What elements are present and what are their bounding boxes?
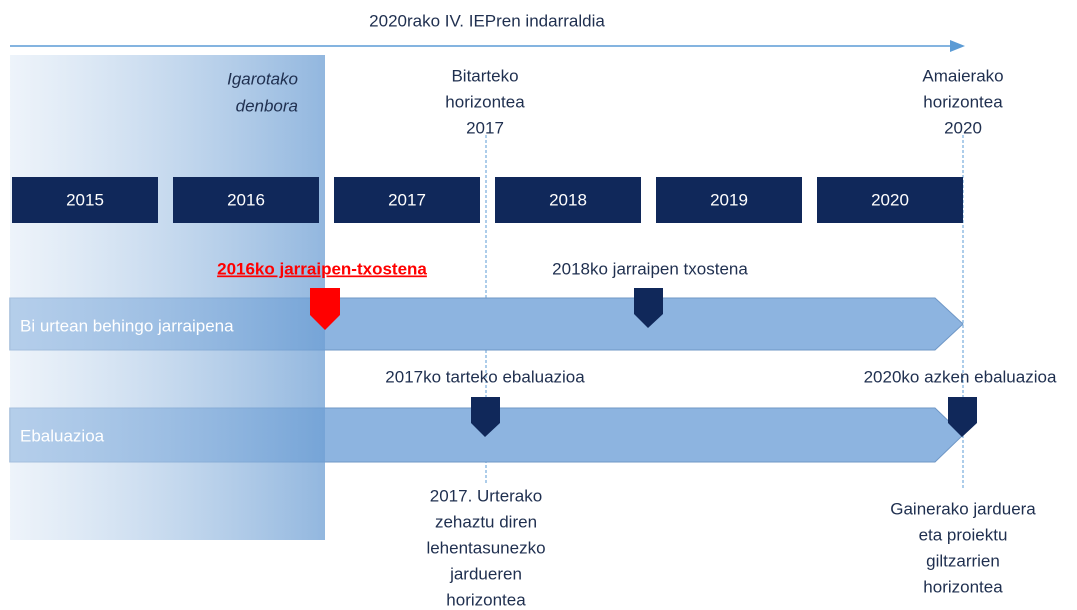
horizon-label: 2020 bbox=[944, 118, 982, 137]
marker bbox=[471, 397, 500, 437]
year-box bbox=[495, 177, 641, 223]
year-box bbox=[817, 177, 963, 223]
year-box bbox=[173, 177, 319, 223]
horizon-label: horizontea bbox=[923, 92, 1003, 111]
horizon-label: Bitarteko bbox=[451, 66, 518, 85]
year-label: 2018 bbox=[549, 190, 587, 209]
note-label: Gainerako jarduera bbox=[890, 499, 1036, 518]
arrow-head bbox=[950, 40, 965, 52]
horizon-label: horizontea bbox=[445, 92, 525, 111]
track-label: Bi urtean behingo jarraipena bbox=[20, 316, 234, 335]
year-label: 2017 bbox=[388, 190, 426, 209]
note-label: lehentasunezko bbox=[426, 538, 545, 557]
year-box bbox=[656, 177, 802, 223]
horizon-label: 2017 bbox=[466, 118, 504, 137]
track-label: Ebaluazioa bbox=[20, 426, 105, 445]
past-label: denbora bbox=[236, 96, 298, 115]
note-label: 2017. Urterako bbox=[430, 486, 542, 505]
past-region bbox=[10, 55, 325, 540]
year-label: 2019 bbox=[710, 190, 748, 209]
note-label: horizontea bbox=[446, 590, 526, 609]
year-label: 2020 bbox=[871, 190, 909, 209]
note-label: horizontea bbox=[923, 577, 1003, 596]
horizon-label: Amaierako bbox=[922, 66, 1003, 85]
year-box bbox=[334, 177, 480, 223]
year-label: 2016 bbox=[227, 190, 265, 209]
year-box bbox=[12, 177, 158, 223]
title: 2020rako IV. IEPren indarraldia bbox=[369, 11, 605, 30]
note-label: eta proiektu bbox=[919, 525, 1008, 544]
marker bbox=[634, 288, 663, 328]
marker bbox=[948, 397, 977, 437]
marker-label: 2020ko azken ebaluazioa bbox=[864, 367, 1057, 386]
note-label: giltzarrien bbox=[926, 551, 1000, 570]
year-label: 2015 bbox=[66, 190, 104, 209]
marker-label: 2016ko jarraipen-txostena bbox=[217, 259, 427, 278]
note-label: zehaztu diren bbox=[435, 512, 537, 531]
marker bbox=[310, 288, 340, 330]
past-label: Igarotako bbox=[227, 69, 298, 88]
note-label: jardueren bbox=[449, 564, 522, 583]
marker-label: 2017ko tarteko ebaluazioa bbox=[385, 367, 585, 386]
marker-label: 2018ko jarraipen txostena bbox=[552, 259, 748, 278]
